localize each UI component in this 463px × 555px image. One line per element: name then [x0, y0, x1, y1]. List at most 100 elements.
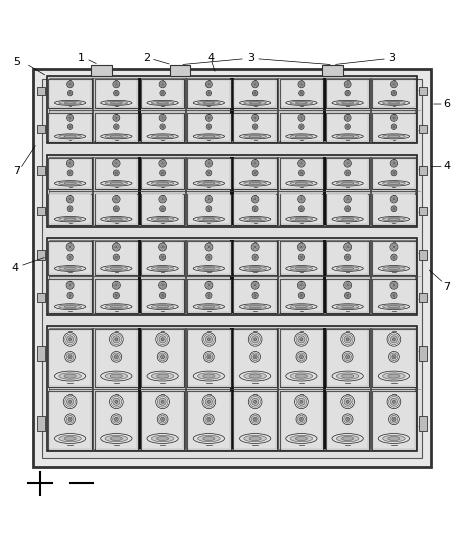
Ellipse shape — [285, 304, 316, 310]
Circle shape — [162, 163, 163, 164]
Circle shape — [299, 338, 302, 341]
Bar — [372, 242, 414, 274]
Circle shape — [298, 115, 303, 120]
Circle shape — [299, 116, 302, 120]
Circle shape — [298, 160, 304, 166]
Circle shape — [158, 415, 166, 423]
Circle shape — [253, 197, 257, 201]
Ellipse shape — [59, 135, 81, 138]
Circle shape — [67, 90, 73, 96]
Bar — [37, 166, 45, 175]
Ellipse shape — [147, 304, 178, 310]
Bar — [49, 330, 91, 386]
Circle shape — [340, 395, 354, 408]
Circle shape — [162, 284, 163, 286]
Ellipse shape — [64, 182, 76, 184]
Bar — [230, 240, 233, 312]
Circle shape — [113, 195, 120, 203]
Circle shape — [67, 292, 73, 299]
Bar — [279, 79, 322, 108]
Circle shape — [392, 172, 394, 174]
Circle shape — [391, 206, 395, 211]
Circle shape — [161, 83, 164, 86]
Bar — [372, 330, 414, 386]
Circle shape — [69, 256, 71, 259]
Circle shape — [113, 90, 119, 96]
Ellipse shape — [332, 100, 363, 105]
Bar — [326, 280, 368, 312]
Circle shape — [346, 84, 348, 85]
Ellipse shape — [197, 181, 220, 185]
Ellipse shape — [336, 101, 358, 104]
Circle shape — [160, 197, 164, 201]
Bar — [280, 194, 321, 224]
Ellipse shape — [59, 218, 81, 221]
Bar — [279, 158, 322, 189]
Bar — [95, 159, 137, 189]
Circle shape — [298, 244, 304, 250]
Bar — [418, 206, 426, 215]
Circle shape — [206, 255, 211, 260]
Circle shape — [252, 170, 257, 176]
Circle shape — [249, 414, 260, 425]
Circle shape — [207, 92, 209, 94]
Circle shape — [250, 415, 258, 423]
Bar — [234, 159, 275, 189]
Circle shape — [252, 90, 257, 96]
Circle shape — [386, 395, 400, 408]
Circle shape — [207, 172, 210, 174]
Bar — [142, 80, 183, 108]
Circle shape — [300, 199, 301, 200]
Bar — [187, 158, 230, 189]
Bar — [187, 329, 230, 387]
Ellipse shape — [197, 435, 220, 442]
Circle shape — [390, 114, 396, 122]
Bar — [371, 279, 415, 313]
Ellipse shape — [197, 101, 220, 104]
Circle shape — [252, 82, 257, 87]
Circle shape — [252, 206, 257, 211]
Circle shape — [159, 336, 166, 343]
Ellipse shape — [59, 181, 81, 185]
Ellipse shape — [249, 436, 261, 441]
Ellipse shape — [243, 218, 266, 221]
Circle shape — [345, 83, 349, 86]
Bar — [371, 158, 415, 189]
Bar — [279, 194, 322, 225]
Circle shape — [206, 91, 210, 95]
Bar — [169, 65, 190, 76]
Ellipse shape — [387, 218, 399, 220]
Circle shape — [251, 282, 258, 289]
Ellipse shape — [202, 374, 214, 378]
Circle shape — [344, 292, 350, 299]
Circle shape — [391, 125, 395, 129]
Ellipse shape — [239, 433, 270, 443]
Circle shape — [297, 81, 304, 88]
Circle shape — [159, 160, 165, 166]
Ellipse shape — [202, 436, 214, 441]
Circle shape — [252, 355, 257, 359]
Text: 7: 7 — [13, 166, 20, 176]
Circle shape — [113, 196, 119, 202]
Ellipse shape — [193, 100, 224, 105]
Circle shape — [113, 206, 119, 211]
Bar — [48, 194, 92, 225]
Circle shape — [113, 115, 119, 120]
Bar — [325, 241, 369, 275]
Circle shape — [113, 244, 119, 250]
Circle shape — [63, 395, 77, 408]
Bar — [280, 280, 321, 312]
Circle shape — [345, 206, 349, 211]
Circle shape — [391, 91, 395, 95]
Bar — [418, 293, 426, 302]
Circle shape — [159, 196, 165, 202]
Ellipse shape — [100, 100, 131, 105]
Circle shape — [113, 170, 119, 176]
Ellipse shape — [59, 305, 81, 309]
Circle shape — [392, 246, 394, 248]
Circle shape — [392, 117, 394, 119]
Circle shape — [344, 115, 350, 120]
Ellipse shape — [377, 134, 409, 139]
Bar — [47, 326, 416, 451]
Circle shape — [299, 293, 303, 297]
